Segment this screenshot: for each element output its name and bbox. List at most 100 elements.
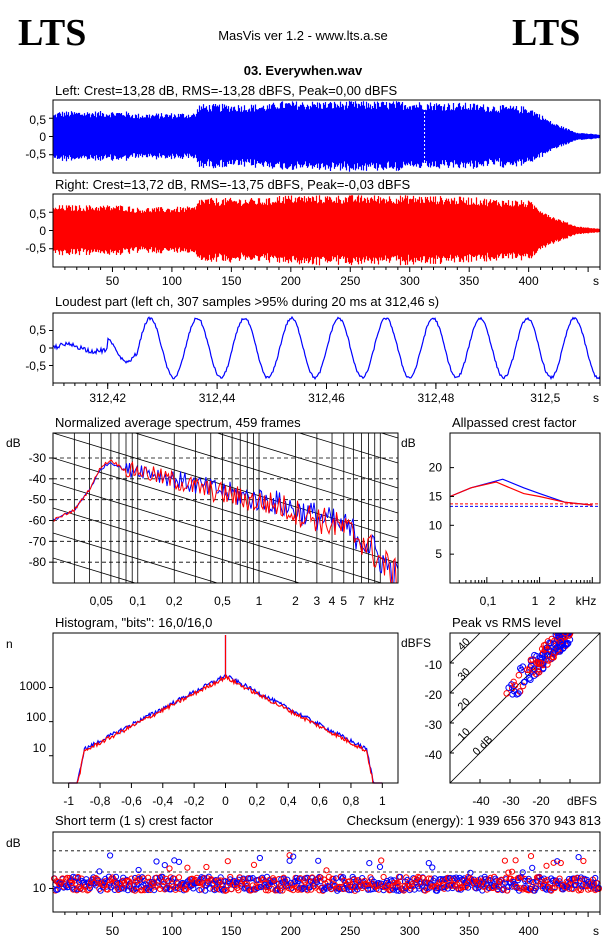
xtick-label: 50 [106,924,120,938]
shortterm-point [556,875,563,882]
peakrms-diag-label: 40 [456,636,473,653]
shortterm-point [247,875,254,882]
shortterm-point [128,875,135,882]
peakrms-diagonal [450,633,481,664]
ytick-label: 20 [429,461,443,475]
left-waveform [49,100,601,173]
peakrms-point [531,672,538,679]
shortterm-point [93,876,101,883]
shortterm-point [135,866,142,874]
shortterm-ylabel: dB [6,836,21,850]
peakrms-plot: 40 30 20 100 dB [450,633,600,783]
shortterm-point [315,857,322,864]
ytick-label: -40 [29,472,47,486]
peakrms-ytick: -30 [425,718,443,732]
shortterm-point [72,880,79,887]
xtick-label: 200 [281,924,301,938]
spectrum-series-left [53,462,398,583]
shortterm-point [107,852,114,859]
xtick-label: -0,4 [152,794,173,808]
spectrum-slope [53,532,219,583]
logo-right: LTS [512,12,580,54]
shortterm-point [330,875,337,882]
peakrms-point [523,666,531,674]
shortterm-point [573,878,580,885]
shortterm-point [323,867,330,874]
xtick-label: 150 [221,924,241,938]
track-title: 03. Everywhen.wav [244,63,363,78]
shortterm-point [550,859,557,866]
right-ytick: -0,5 [25,241,46,255]
ytick-label: -50 [29,493,47,507]
shortterm-point [279,887,286,894]
shortterm-point [532,885,539,892]
shortterm-point [504,887,511,894]
shortterm-point [529,864,536,872]
shortterm-point [256,854,263,862]
peakrms-point [545,657,552,664]
xtick-label: 350 [459,924,479,938]
app-title: MasVis ver 1.2 - www.lts.a.se [218,28,388,43]
peakrms-point [527,676,534,684]
spectrum-xticks: 0,05 0,1 0,2 0,5 1 2 3 4 5 7 [90,594,366,608]
peakrms-point [508,681,515,688]
peakrms-diag-label: 20 [456,696,473,713]
shortterm-point [151,887,158,894]
shortterm-point [153,858,160,865]
shortterm-point [219,887,227,894]
shortterm-point [222,878,229,885]
xtick-label: 100 [162,274,182,288]
xtick-label: 1 [379,794,386,808]
xtick-label: 0,5 [214,594,231,608]
allpassed-xtick: 2 [549,594,556,608]
shortterm-point [284,876,291,883]
shortterm-point [464,884,472,891]
logo-left: LTS [18,12,86,54]
waveform-trace [52,101,601,172]
peakrms-diag-label: 10 [456,726,473,743]
allpassed-crest [449,478,600,583]
xtick-label: 0,6 [311,794,328,808]
shortterm-point [543,862,550,869]
shortterm-point [380,873,387,881]
peakrms-point [541,653,549,660]
loudest-ytick: -0,5 [25,359,46,373]
peakrms-point [531,651,538,659]
shortterm-point [217,874,224,881]
shortterm-point [196,879,203,887]
shortterm-point [175,858,183,866]
peakrms-point [526,666,533,674]
peakrms-point [515,671,523,679]
histogram-title: Histogram, "bits": 16,0/16,0 [55,615,212,630]
peakrms-point [544,638,552,645]
shortterm-point [501,857,508,864]
crest-series-right [449,481,593,506]
peakrms-point [546,639,553,647]
shortterm-point [424,879,431,886]
shortterm-point [541,881,548,888]
spectrum-slope [53,457,398,564]
ytick-label: -60 [29,514,47,528]
right-xunit: s [593,274,599,288]
shortterm-point [175,874,183,881]
shortterm-xticks: 50 100 150 200 250 300 350 400 [64,912,601,938]
shortterm-point [519,869,526,876]
shortterm-point [367,886,374,893]
shortterm-point [527,853,535,860]
peakrms-point [521,678,528,686]
xtick-label: -0,8 [90,794,111,808]
xtick-label: 312,5 [530,391,560,405]
shortterm-point [500,886,507,893]
right-waveform-title: Right: Crest=13,72 dB, RMS=-13,75 dBFS, … [55,177,410,192]
shortterm-point [566,885,573,892]
peakrms-point [526,675,533,682]
shortterm-point [575,854,582,861]
xtick-label: 50 [106,274,120,288]
shortterm-point [508,868,516,875]
xtick-label: 0,2 [249,794,266,808]
xtick-label: 250 [340,924,360,938]
shortterm-point [580,857,587,865]
right-ytick: 0 [39,224,46,238]
shortterm-point [54,886,61,893]
